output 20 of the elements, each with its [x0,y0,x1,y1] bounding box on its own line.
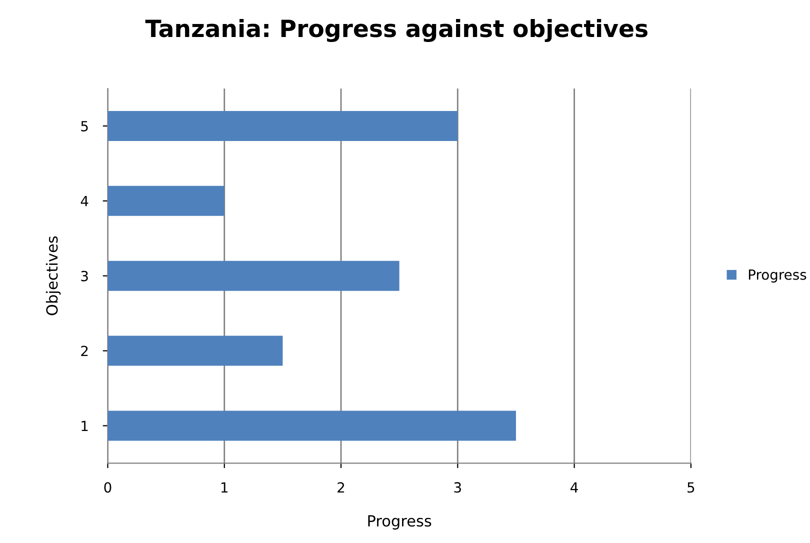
bar [108,186,224,216]
y-tick-label: 5 [81,121,88,132]
bar [108,336,283,366]
y-axis-title: Objectives [46,236,61,316]
legend-label: Progress [748,270,806,283]
y-tick-label: 4 [80,196,88,206]
x-axis-title: Progress [368,515,432,530]
y-tick-label: 1 [82,420,88,431]
x-tick-label: 5 [688,482,694,493]
y-tick-label: 2 [81,346,88,356]
x-tick-label: 4 [570,482,578,492]
bar [108,110,458,141]
y-tick-label: 3 [81,270,88,282]
bar [108,410,516,441]
bar [108,260,400,291]
x-tick-label: 3 [454,482,461,493]
chart-title: Tanzania: Progress against objectives [145,19,648,42]
x-tick-label: 1 [221,482,228,492]
x-tick-label: 0 [104,482,112,493]
x-tick-label: 2 [338,482,344,492]
